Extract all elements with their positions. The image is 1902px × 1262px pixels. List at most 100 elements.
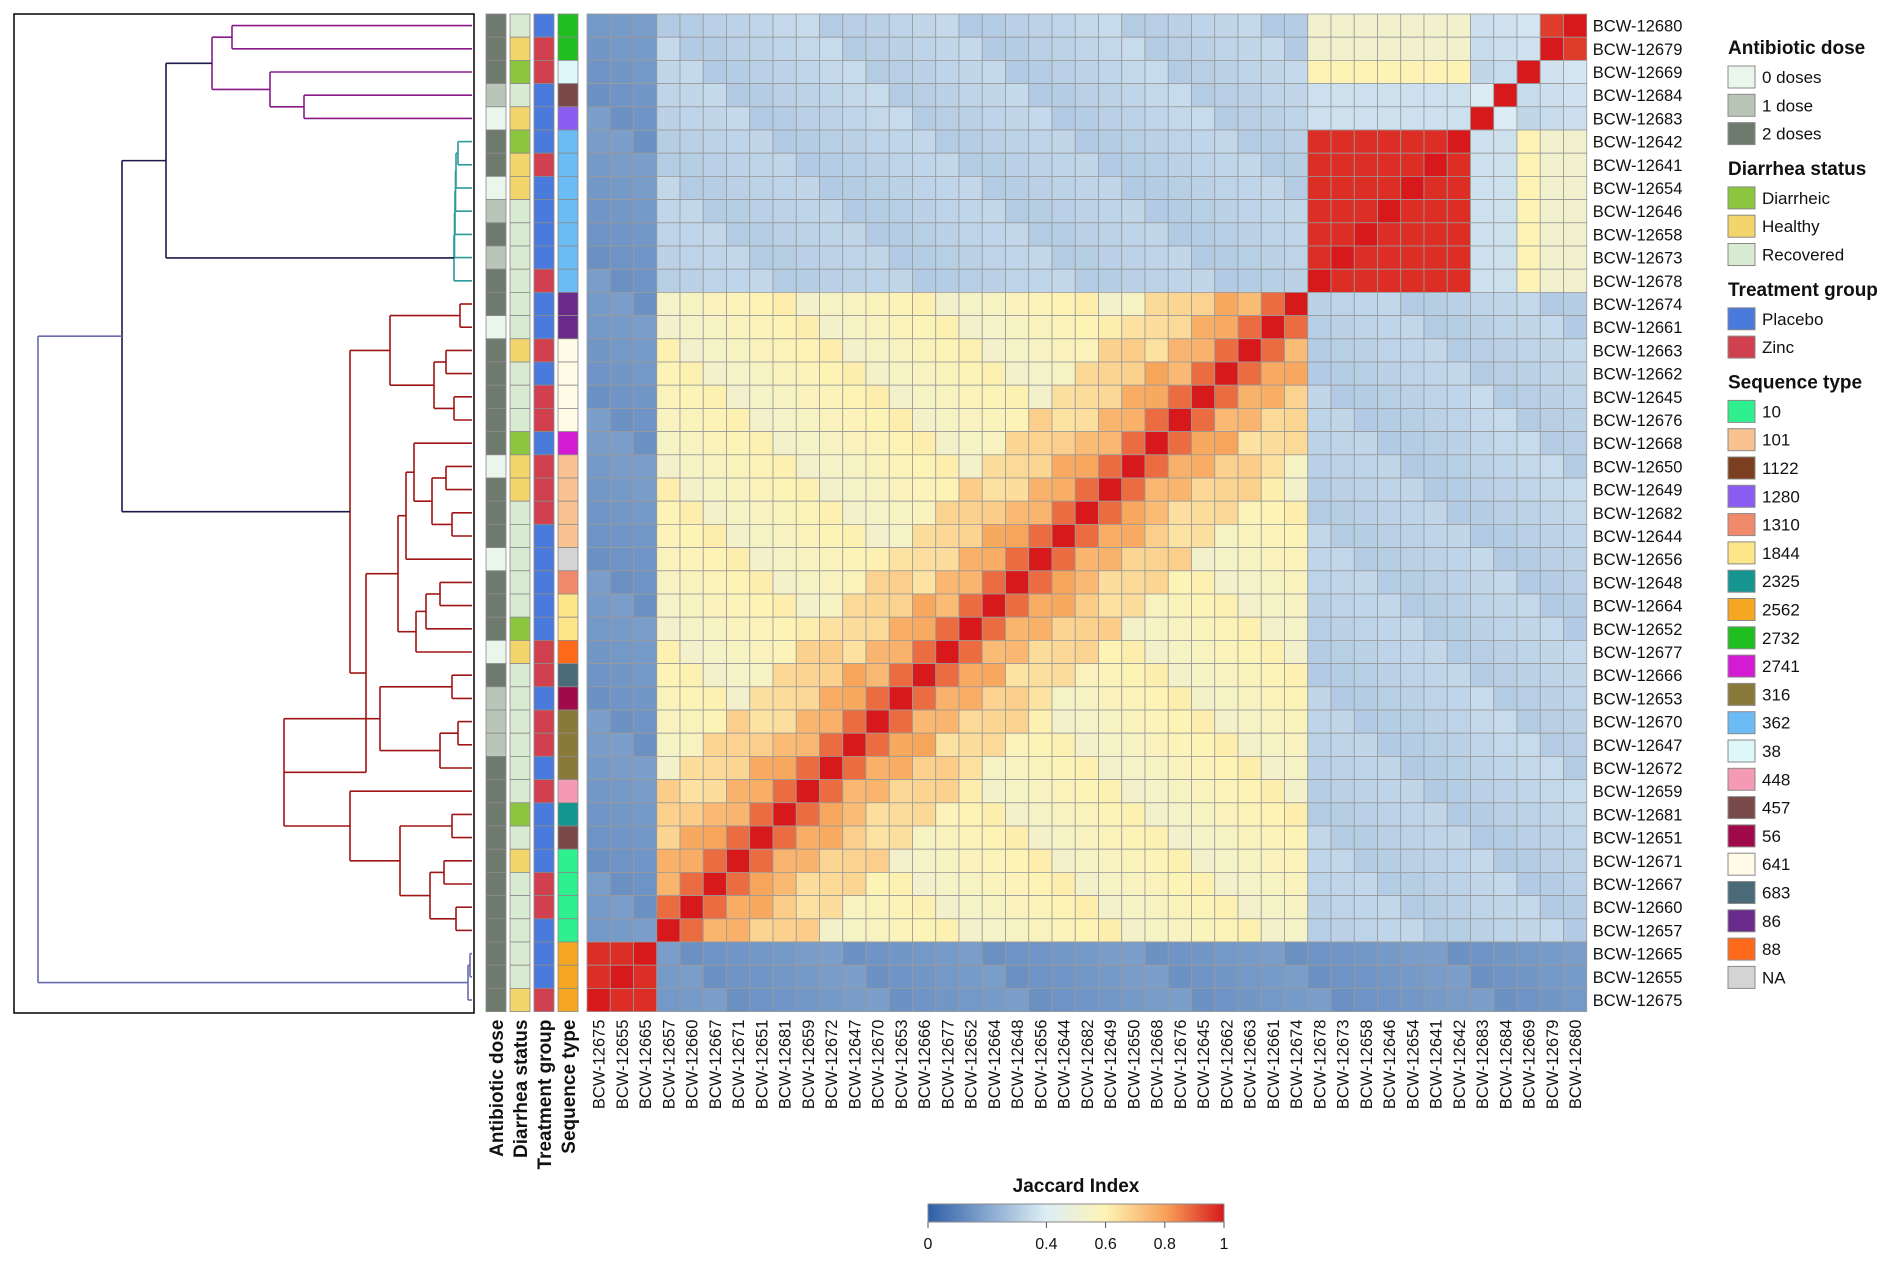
heatmap-cell	[1330, 732, 1355, 757]
heatmap-cell	[865, 663, 890, 688]
heatmap-cell	[1121, 895, 1146, 920]
heatmap-cell	[1214, 547, 1239, 572]
row-label: BCW-12655	[1593, 969, 1683, 987]
heatmap-cell	[702, 848, 727, 873]
heatmap-cell	[935, 825, 960, 850]
annotation-cell	[533, 407, 555, 432]
heatmap-cell	[749, 338, 774, 363]
heatmap-cell	[1028, 199, 1053, 224]
annotation-cell	[533, 802, 555, 827]
heatmap-cell	[981, 245, 1006, 270]
heatmap-cell	[1539, 431, 1564, 456]
annotation-cell	[557, 895, 579, 920]
heatmap-cell	[1144, 106, 1169, 131]
heatmap-cell	[1121, 291, 1146, 316]
heatmap-cell	[1353, 245, 1378, 270]
legend-swatch	[1727, 598, 1756, 621]
heatmap-cell	[935, 106, 960, 131]
heatmap-cell	[1028, 547, 1053, 572]
heatmap-cell	[912, 872, 937, 897]
annotation-cell	[533, 593, 555, 618]
heatmap-cell	[981, 152, 1006, 177]
heatmap-cell	[1470, 918, 1495, 943]
heatmap-cell	[609, 895, 634, 920]
heatmap-cell	[935, 872, 960, 897]
heatmap-cell	[1098, 384, 1123, 409]
heatmap-cell	[1028, 895, 1053, 920]
heatmap-cell	[1051, 245, 1076, 270]
heatmap-cell	[1493, 361, 1518, 386]
row-label: BCW-12672	[1593, 760, 1683, 778]
heatmap-cell	[1330, 245, 1355, 270]
column-label: BCW-12681	[777, 1020, 795, 1110]
heatmap-cell	[1005, 106, 1030, 131]
row-label: BCW-12642	[1593, 134, 1683, 152]
heatmap-cell	[1191, 640, 1216, 665]
heatmap-cell	[656, 825, 681, 850]
heatmap-cell	[1237, 361, 1262, 386]
heatmap-cell	[702, 524, 727, 549]
heatmap-cell	[1237, 222, 1262, 247]
heatmap-cell	[702, 570, 727, 595]
annotation-cell	[485, 500, 507, 525]
heatmap-cell	[1214, 361, 1239, 386]
heatmap-cell	[1167, 431, 1192, 456]
heatmap-cell	[1237, 988, 1262, 1013]
heatmap-cell	[1284, 384, 1309, 409]
heatmap-cell	[1470, 500, 1495, 525]
heatmap-cell	[1051, 825, 1076, 850]
heatmap-cell	[702, 895, 727, 920]
heatmap-cell	[1214, 175, 1239, 200]
heatmap-cell	[726, 106, 751, 131]
heatmap-cell	[633, 36, 658, 61]
heatmap-cell	[656, 686, 681, 711]
heatmap-cell	[1400, 36, 1425, 61]
heatmap-cell	[1539, 570, 1564, 595]
legend-swatch	[1727, 122, 1756, 146]
heatmap-cell	[1493, 616, 1518, 641]
heatmap-cell	[656, 291, 681, 316]
heatmap-cell	[1353, 361, 1378, 386]
heatmap-cell	[1539, 802, 1564, 827]
heatmap-cell	[609, 60, 634, 85]
heatmap-cell	[819, 36, 844, 61]
annotation-cell	[557, 36, 579, 61]
column-label: BCW-12646	[1381, 1020, 1399, 1110]
annotation-cell	[557, 709, 579, 734]
heatmap-cell	[1423, 315, 1448, 340]
heatmap-cell	[1423, 129, 1448, 154]
heatmap-cell	[912, 941, 937, 966]
heatmap-cell	[1005, 686, 1030, 711]
annotation-cell	[485, 779, 507, 804]
heatmap-cell	[1121, 477, 1146, 502]
heatmap-cell	[1446, 407, 1471, 432]
heatmap-cell	[772, 593, 797, 618]
heatmap-cell	[1307, 895, 1332, 920]
heatmap-cell	[1167, 663, 1192, 688]
heatmap-cell	[1400, 872, 1425, 897]
annotation-cell	[509, 106, 531, 131]
annotation-cell	[485, 988, 507, 1013]
heatmap-cell	[1074, 175, 1099, 200]
heatmap-cell	[679, 454, 704, 479]
heatmap-cell	[1074, 477, 1099, 502]
heatmap-cell	[586, 918, 611, 943]
heatmap-cell	[772, 964, 797, 989]
heatmap-cell	[1237, 106, 1262, 131]
heatmap-cell	[1260, 60, 1285, 85]
heatmap-cell	[1377, 291, 1402, 316]
annotation-cell	[509, 732, 531, 757]
heatmap-cell	[656, 547, 681, 572]
heatmap-cell	[772, 338, 797, 363]
heatmap-cell	[1539, 593, 1564, 618]
heatmap-cell	[1353, 825, 1378, 850]
legend-label: 1280	[1762, 487, 1800, 506]
heatmap-cell	[749, 686, 774, 711]
heatmap-cell	[1307, 199, 1332, 224]
annotation-cell	[509, 222, 531, 247]
heatmap-cell	[1377, 129, 1402, 154]
heatmap-cell	[935, 291, 960, 316]
heatmap-cell	[1121, 547, 1146, 572]
heatmap-cell	[1074, 686, 1099, 711]
